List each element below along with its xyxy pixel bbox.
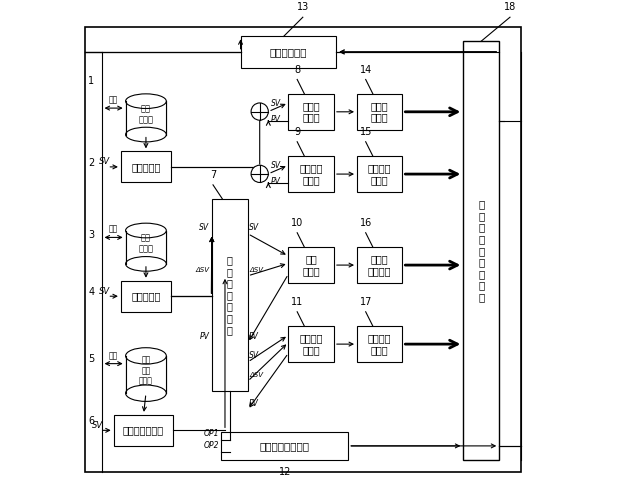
Bar <box>113 415 174 446</box>
Text: SV: SV <box>249 223 259 232</box>
Circle shape <box>251 103 268 120</box>
Text: SV: SV <box>271 161 281 170</box>
Text: SV: SV <box>271 99 281 108</box>
Bar <box>288 247 334 283</box>
Text: 12: 12 <box>278 467 291 477</box>
Text: 给料机
变频器: 给料机 变频器 <box>371 101 389 122</box>
Bar <box>288 94 334 130</box>
Text: 6: 6 <box>88 416 94 427</box>
Text: PV: PV <box>200 332 210 341</box>
Text: SV: SV <box>249 351 259 360</box>
Text: OP1: OP1 <box>203 429 219 438</box>
Text: SV: SV <box>199 223 210 232</box>
Ellipse shape <box>126 257 166 271</box>
Text: PV: PV <box>249 332 259 341</box>
Bar <box>357 94 402 130</box>
Text: 更新: 更新 <box>109 351 118 360</box>
Text: SV: SV <box>92 421 103 430</box>
Text: 更新: 更新 <box>109 95 118 104</box>
Text: 16: 16 <box>360 218 372 228</box>
Text: 7: 7 <box>210 170 216 180</box>
Ellipse shape <box>126 348 166 364</box>
Bar <box>463 41 499 460</box>
Text: ΔSV: ΔSV <box>249 267 263 273</box>
Text: 17: 17 <box>360 297 372 307</box>
Circle shape <box>251 165 268 183</box>
Text: 11: 11 <box>291 297 303 307</box>
Text: 二次风量
控制器: 二次风量 控制器 <box>299 333 323 355</box>
Bar <box>288 156 334 192</box>
Text: 一次风机
变频器: 一次风机 变频器 <box>368 163 391 185</box>
Text: 14: 14 <box>360 65 372 75</box>
Text: 床温
知识库: 床温 知识库 <box>138 234 153 253</box>
Text: 1: 1 <box>88 76 94 86</box>
Text: 3: 3 <box>88 229 94 240</box>
Bar <box>357 326 402 362</box>
Text: 给料量
控制器: 给料量 控制器 <box>303 101 320 122</box>
Bar <box>126 230 166 264</box>
Text: 18: 18 <box>504 2 516 12</box>
Ellipse shape <box>126 127 166 142</box>
Text: 8: 8 <box>294 65 300 75</box>
Bar <box>121 151 171 183</box>
Text: 二次风量决策器: 二次风量决策器 <box>123 426 164 435</box>
Text: 床
温
协
调
控
制
器: 床 温 协 调 控 制 器 <box>227 255 232 335</box>
Text: 10: 10 <box>291 218 303 228</box>
Bar <box>357 247 402 283</box>
Text: 负荷决策器: 负荷决策器 <box>131 162 161 172</box>
Text: 5: 5 <box>88 354 94 364</box>
Text: PV: PV <box>271 177 281 186</box>
Text: 更新: 更新 <box>109 224 118 234</box>
Bar <box>126 356 166 393</box>
Text: 循
环
流
化
床
锅
炉
系
统: 循 环 流 化 床 锅 炉 系 统 <box>478 199 484 302</box>
Text: PV: PV <box>249 399 259 408</box>
Text: OP2: OP2 <box>203 441 219 450</box>
Text: SV: SV <box>99 158 110 166</box>
Text: PV: PV <box>271 115 281 124</box>
Text: ΔSV: ΔSV <box>195 267 210 273</box>
Text: 4: 4 <box>88 287 94 297</box>
Text: 13: 13 <box>297 2 309 12</box>
Bar <box>126 101 166 135</box>
Text: 2: 2 <box>88 158 94 168</box>
Text: 平衡点检测器: 平衡点检测器 <box>270 47 307 57</box>
Bar <box>357 156 402 192</box>
Ellipse shape <box>126 223 166 238</box>
Ellipse shape <box>126 385 166 402</box>
Ellipse shape <box>126 94 166 108</box>
Text: 床压
控制器: 床压 控制器 <box>303 254 320 276</box>
Text: 负荷
知识库: 负荷 知识库 <box>138 104 153 124</box>
Bar <box>121 281 171 312</box>
Text: 15: 15 <box>360 127 372 137</box>
Text: 热效率在线优化器: 热效率在线优化器 <box>260 441 310 451</box>
Text: SV: SV <box>99 287 110 296</box>
Text: 引风机
风门调节: 引风机 风门调节 <box>368 254 391 276</box>
Bar <box>288 326 334 362</box>
Text: 9: 9 <box>294 127 300 137</box>
Text: 二次
风量
知识库: 二次 风量 知识库 <box>139 356 153 386</box>
Bar <box>241 37 336 67</box>
Text: 二次风机
变频器: 二次风机 变频器 <box>368 333 391 355</box>
Bar <box>212 199 248 391</box>
Text: ΔSV: ΔSV <box>249 372 263 378</box>
Bar <box>221 431 348 460</box>
Text: 一次风量
控制器: 一次风量 控制器 <box>299 163 323 185</box>
Text: 床温决策器: 床温决策器 <box>131 291 161 301</box>
